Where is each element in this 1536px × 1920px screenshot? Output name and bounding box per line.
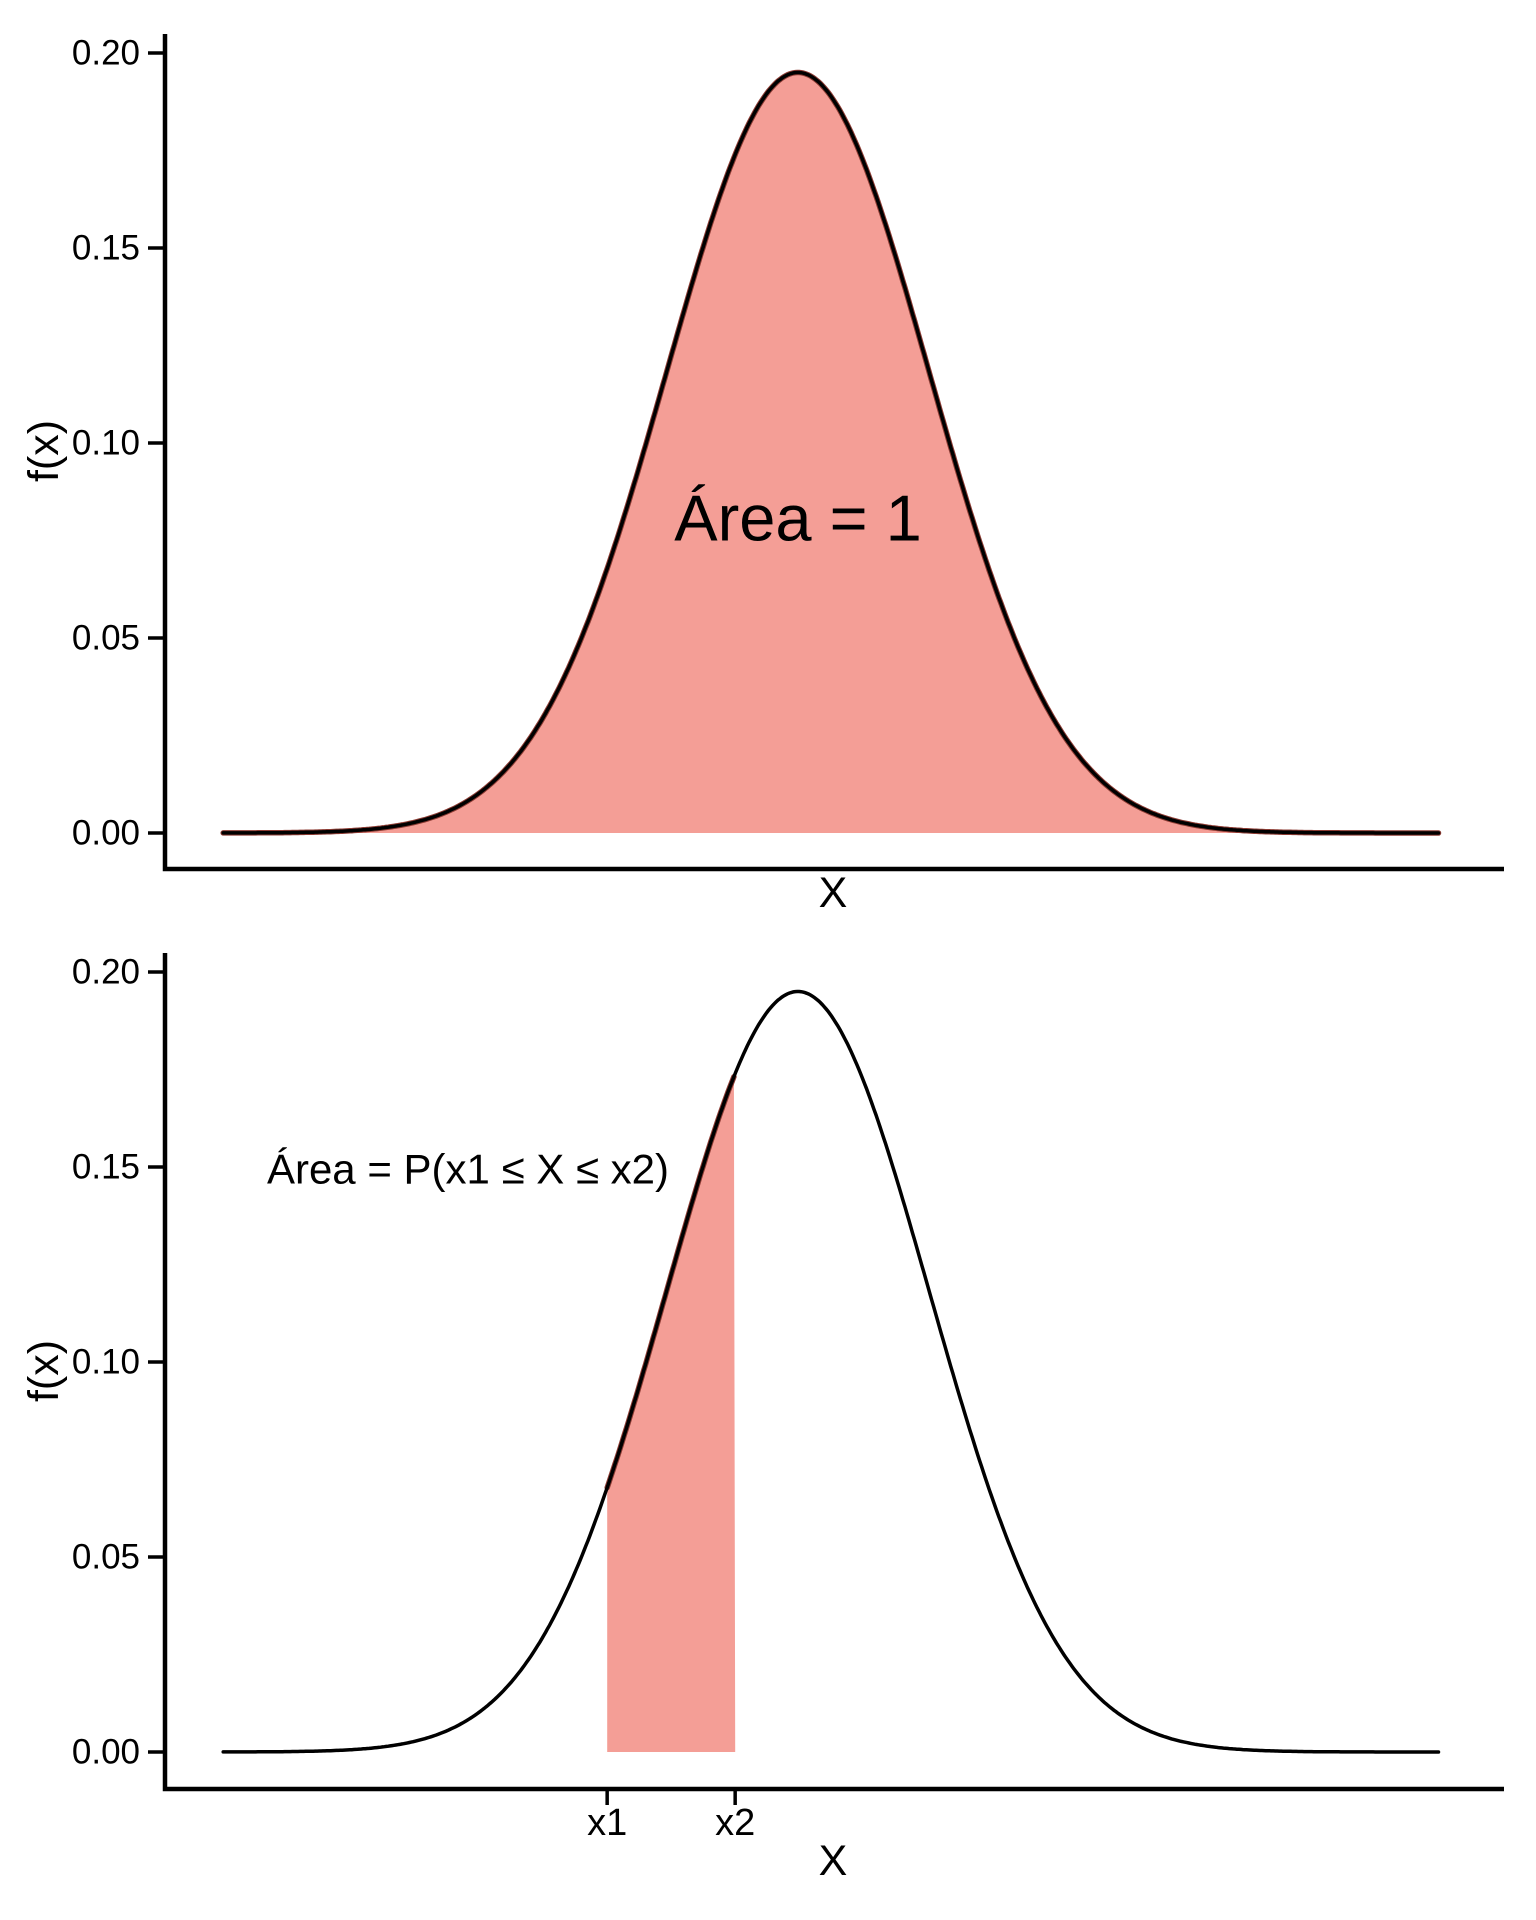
y-tick-label: 0.10 [72, 1343, 140, 1382]
y-tick-label: 0.00 [72, 814, 140, 853]
axis-lines [162, 34, 1504, 872]
panel-top: 0.00 0.05 0.10 0.15 0.20 f(x) X Área = 1 [20, 34, 1504, 917]
y-tick-label: 0.05 [72, 619, 140, 658]
x-axis-title-top: X [819, 869, 848, 917]
y-tick-label: 0.00 [72, 1733, 140, 1772]
shaded-area [607, 1076, 736, 1752]
y-tick-label: 0.15 [72, 229, 140, 268]
y-tick-label: 0.10 [72, 424, 140, 463]
y-tick-label: 0.20 [72, 953, 140, 992]
x-tick-label: x1 [587, 1802, 627, 1844]
y-tick-label: 0.20 [72, 34, 140, 73]
density-curve [221, 70, 1441, 835]
panel-top-dynamic: 0.00 0.05 0.10 0.15 0.20 [72, 34, 1504, 872]
panel-bottom: 0.00 0.05 0.10 0.15 0.20 x1 x2 f(x) X Área = P… [20, 953, 1504, 1885]
panel-bottom-dynamic: 0.00 0.05 0.10 0.15 0.20 x1 x2 [72, 953, 1504, 1844]
y-tick-label: 0.15 [72, 1148, 140, 1187]
y-axis-title-top: f(x) [20, 420, 68, 482]
probability-annotation: Área = P(x1 ≤ X ≤ x2) [267, 1146, 669, 1193]
density-curve [221, 989, 1441, 1754]
total-area-annotation: Área = 1 [674, 482, 922, 555]
axis-lines [162, 953, 1504, 1792]
x-axis-title-bottom: X [819, 1837, 848, 1885]
shaded-area [223, 72, 1440, 833]
x-tick-label: x2 [715, 1802, 755, 1844]
y-axis-title-bottom: f(x) [20, 1340, 68, 1402]
y-tick-label: 0.05 [72, 1538, 140, 1577]
